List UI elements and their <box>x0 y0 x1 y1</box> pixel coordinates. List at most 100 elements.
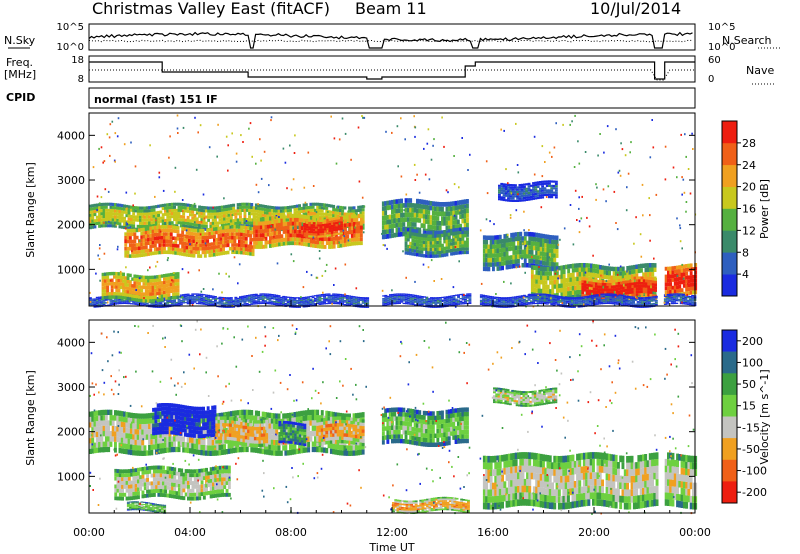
power-cell <box>268 303 272 305</box>
power-cell <box>259 207 263 211</box>
power-cell <box>236 221 240 225</box>
power-cell <box>485 235 489 240</box>
power-cell <box>213 242 216 246</box>
power-cell <box>153 240 157 244</box>
power-cell <box>550 295 554 298</box>
power-cell <box>275 300 279 302</box>
power-cell <box>164 206 167 210</box>
power-cell <box>195 223 199 227</box>
power-cell <box>543 295 547 297</box>
power-cell <box>118 219 122 223</box>
power-cell <box>118 206 122 210</box>
power-cell <box>220 208 224 212</box>
power-cell <box>220 205 224 209</box>
power-cell <box>218 303 222 305</box>
power-cell <box>223 217 226 221</box>
power-cell <box>238 247 241 251</box>
power-cell <box>456 231 460 235</box>
power-cell <box>530 269 534 275</box>
power-cell <box>124 243 128 247</box>
power-cell <box>485 248 489 254</box>
power-cell <box>308 219 312 222</box>
power-cell <box>605 270 609 276</box>
power-cell <box>262 221 266 226</box>
power-cell <box>156 225 160 230</box>
power-cell <box>457 294 460 296</box>
power-cell <box>120 210 124 214</box>
power-cell <box>357 306 361 308</box>
power-cell <box>422 230 426 234</box>
power-cell <box>232 206 236 210</box>
power-cell <box>298 303 301 306</box>
power-cell <box>353 229 356 234</box>
power-cell <box>354 303 358 305</box>
power-cell <box>250 300 254 303</box>
power-cell <box>93 203 97 207</box>
power-cell <box>398 297 401 299</box>
power-cell <box>432 302 435 304</box>
power-cell <box>514 250 518 255</box>
power-cell <box>527 196 531 199</box>
power-cell <box>303 230 307 233</box>
power-cell <box>341 206 345 210</box>
power-cell <box>629 291 632 294</box>
power-cell <box>620 281 623 285</box>
power-cell <box>254 212 258 216</box>
power-cell <box>564 302 567 304</box>
power-cell <box>537 237 541 243</box>
power-cell <box>489 240 493 245</box>
power-cell <box>583 283 587 286</box>
power-cell <box>314 303 317 305</box>
power-cell <box>228 236 232 240</box>
power-cell <box>100 202 104 206</box>
power-cell <box>255 221 259 226</box>
power-cell <box>340 230 343 233</box>
power-cell <box>651 285 655 289</box>
power-cell <box>434 298 438 300</box>
power-cell <box>640 279 644 282</box>
power-cell <box>361 217 365 221</box>
power-cell <box>525 299 529 302</box>
power-cell <box>182 224 186 228</box>
power-cell <box>243 298 247 300</box>
power-cell <box>416 208 419 213</box>
power-cell <box>343 206 347 210</box>
power-cell <box>235 250 239 255</box>
power-cell <box>198 296 201 298</box>
power-cell <box>318 303 322 305</box>
power-cell <box>241 221 245 225</box>
power-cell <box>158 239 162 244</box>
power-cell <box>214 212 217 216</box>
power-cell <box>530 236 534 242</box>
power-cell <box>286 301 290 304</box>
power-cell <box>185 249 189 253</box>
power-cell <box>132 212 136 216</box>
power-cell <box>206 246 210 251</box>
power-cell <box>413 232 417 236</box>
power-cell <box>235 243 239 247</box>
power-cell <box>384 201 388 206</box>
power-cell <box>327 297 331 299</box>
power-cell <box>445 206 449 212</box>
power-cell <box>164 302 167 304</box>
power-cell <box>189 204 192 208</box>
power-cell <box>240 250 244 255</box>
power-cell <box>489 253 493 258</box>
power-cell <box>240 229 244 233</box>
power-cell <box>542 242 545 248</box>
power-cell <box>154 302 158 304</box>
power-cell <box>323 299 326 301</box>
power-cell <box>186 209 190 213</box>
power-cell <box>114 299 117 301</box>
power-cell <box>291 306 295 308</box>
power-cell <box>192 250 196 254</box>
power-cell <box>464 296 467 298</box>
power-cell <box>289 208 292 212</box>
power-cell <box>386 219 390 225</box>
power-cell <box>445 304 449 306</box>
power-cell <box>190 228 194 232</box>
power-cell <box>482 235 486 240</box>
power-cell <box>603 265 607 271</box>
power-cell <box>298 210 301 214</box>
power-cell <box>613 279 617 283</box>
